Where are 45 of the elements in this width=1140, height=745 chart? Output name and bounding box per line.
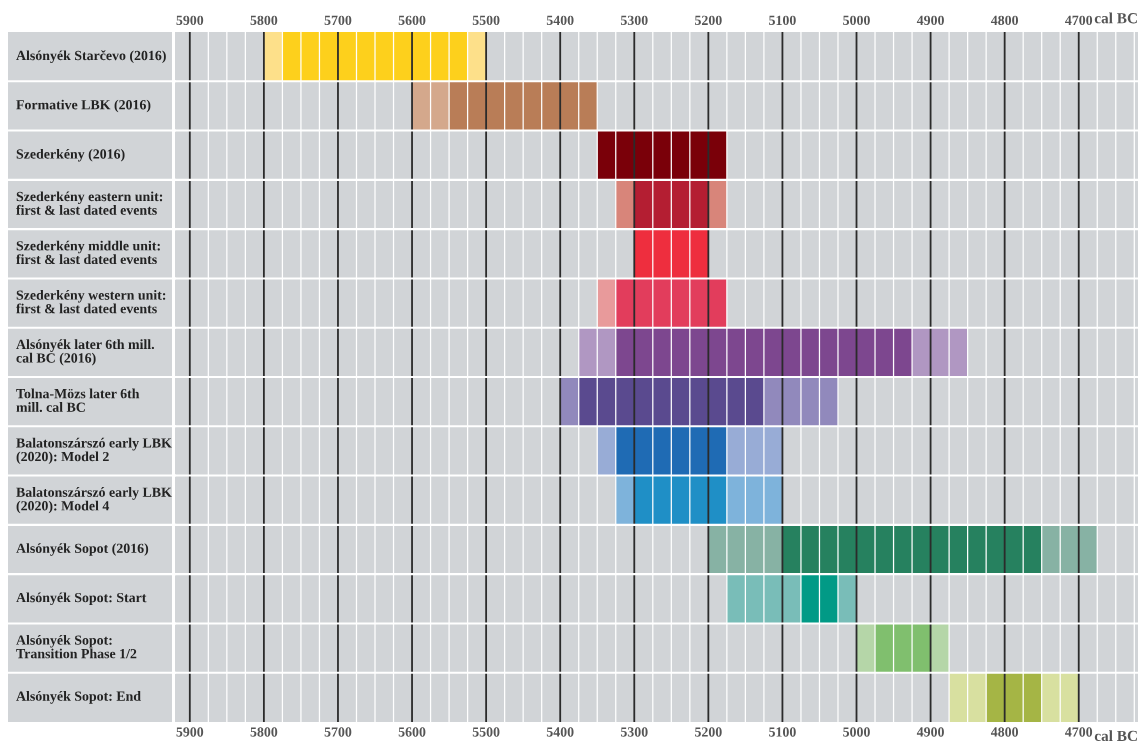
x2-tick-label: 4900 bbox=[916, 15, 944, 26]
y-tick-label: Szederkény eastern unit: first & last dated events bbox=[16, 191, 163, 215]
x-tick-label: 5900 bbox=[176, 727, 204, 737]
x2-tick-label: 4800 bbox=[990, 15, 1019, 26]
x2-tick-label: 5800 bbox=[250, 15, 278, 26]
x-tick-label: 5200 bbox=[695, 727, 722, 737]
x-axis-title: cal BC bbox=[1094, 730, 1137, 742]
x2-tick-label: 5400 bbox=[546, 15, 574, 26]
y-tick-label: Alsónyék Sopot (2016) bbox=[16, 543, 149, 556]
x2-tick-label: 5100 bbox=[769, 15, 796, 26]
x-tick-label: 5100 bbox=[769, 727, 796, 737]
x2-tick-label: 5000 bbox=[843, 15, 870, 26]
x-tick-label: 5600 bbox=[398, 727, 426, 737]
x2-tick-label: 5900 bbox=[176, 15, 204, 26]
x-tick-label: 4800 bbox=[990, 727, 1019, 737]
x2-tick-label: 5700 bbox=[324, 15, 352, 26]
x-tick-label: 5000 bbox=[843, 727, 870, 737]
y-tick-label: Alsónyék Sopot: End bbox=[16, 691, 141, 704]
x2-tick-label: 5600 bbox=[398, 15, 426, 26]
bar bbox=[615, 426, 727, 476]
x-tick-label: 5800 bbox=[250, 727, 278, 737]
y-tick-label: Szederkény (2016) bbox=[16, 148, 125, 162]
x-tick-label: 4700 bbox=[1065, 727, 1093, 737]
y-tick-label: Balatonszárszó early LBK (2020): Model 4 bbox=[16, 487, 172, 514]
y-tick-label: Balatonszárszó early LBK (2020): Model 2 bbox=[16, 437, 172, 465]
y-tick-label: Tolna-Mözs later 6th mill. cal BC bbox=[16, 388, 140, 412]
y-tick-label: Alsónyék Sopot: Start bbox=[16, 592, 147, 606]
x2-tick-label: 5500 bbox=[472, 15, 500, 26]
y-tick-label: Alsónyék later 6th mill. cal BC (2016) bbox=[16, 339, 155, 366]
y-tick-label: Szederkény western unit: first & last dated events bbox=[16, 289, 166, 314]
x2-axis-title: cal BC bbox=[1094, 12, 1137, 24]
x-tick-label: 4900 bbox=[916, 727, 944, 737]
x2-tick-label: 5300 bbox=[620, 15, 648, 26]
bar bbox=[449, 81, 598, 131]
x-tick-label: 5500 bbox=[472, 727, 500, 737]
y-tick-label: Formative LBK (2016) bbox=[16, 99, 151, 113]
x-tick-label: 5700 bbox=[324, 727, 352, 737]
y-tick-label: Alsónyék Starčevo (2016) bbox=[16, 50, 166, 64]
x-tick-label: 5400 bbox=[546, 727, 574, 737]
y-tick-label: Szederkény middle unit: first & last dated events bbox=[16, 240, 160, 265]
x2-tick-label: 4700 bbox=[1065, 15, 1093, 26]
y-tick-label: Alsónyék Sopot: Transition Phase 1/2 bbox=[16, 634, 137, 659]
bar bbox=[615, 278, 727, 328]
x-tick-label: 5300 bbox=[620, 727, 648, 737]
x2-tick-label: 5200 bbox=[695, 15, 722, 26]
